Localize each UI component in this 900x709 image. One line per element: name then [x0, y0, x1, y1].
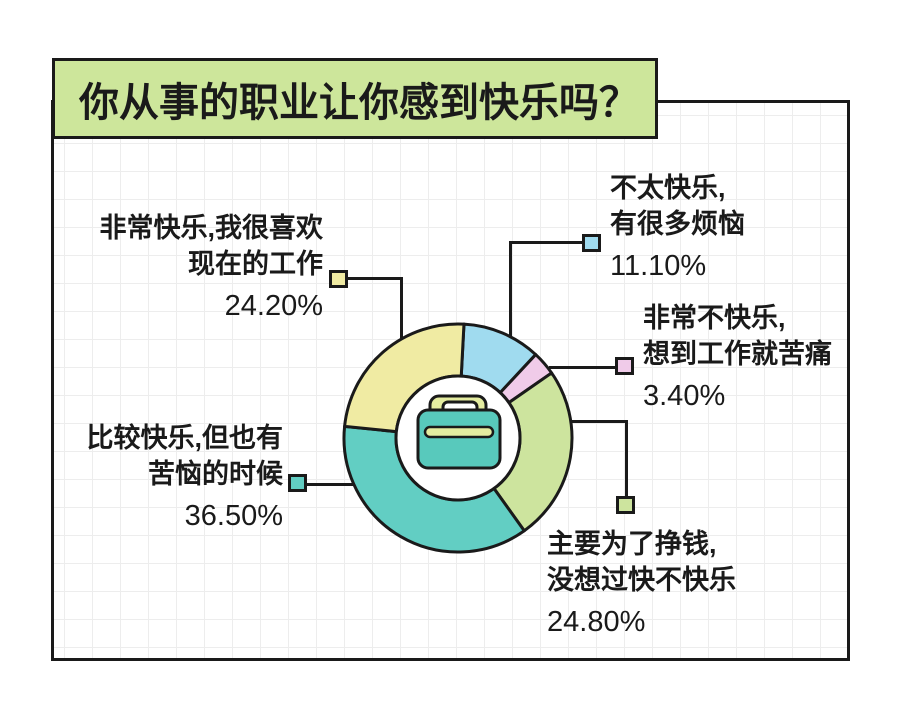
title-box: 你从事的职业让你感到快乐吗？ [52, 58, 658, 139]
donut-chart [342, 322, 574, 554]
leader-line-for-money [572, 420, 628, 423]
callout-marker-not-happy [582, 234, 601, 252]
callout-for-money: 主要为了挣钱, 没想过快不快乐 24.80% [547, 526, 736, 640]
briefcase-icon [416, 394, 502, 470]
callout-percent: 24.80% [547, 606, 646, 638]
callout-percent: 3.40% [643, 380, 726, 412]
callout-label: 不太快乐, [610, 173, 726, 203]
callout-percent: 11.10% [610, 250, 707, 282]
leader-line-not-happy [509, 241, 585, 244]
callout-label: 现在的工作 [188, 249, 323, 279]
callout-label: 想到工作就苦痛 [643, 339, 832, 369]
leader-line-very-happy [346, 277, 403, 280]
callout-not-happy: 不太快乐, 有很多烦恼 11.10% [610, 170, 745, 284]
leader-line-for-money [625, 420, 628, 499]
callout-label: 比较快乐,但也有 [86, 423, 283, 453]
callout-very-happy: 非常快乐,我很喜欢 现在的工作 24.20% [99, 210, 323, 324]
leader-line-fairly-happy [305, 483, 355, 486]
callout-marker-fairly-happy [288, 474, 307, 492]
callout-label: 有很多烦恼 [610, 209, 745, 239]
leader-line-very-happy [400, 277, 403, 338]
callout-label: 主要为了挣钱, [547, 529, 717, 559]
callout-marker-very-happy [329, 270, 348, 288]
page-title: 你从事的职业让你感到快乐吗？ [79, 80, 639, 125]
callout-percent: 24.20% [224, 290, 323, 322]
callout-label: 没想过快不快乐 [547, 565, 736, 595]
leader-line-not-happy [509, 241, 512, 336]
callout-marker-very-unhappy [615, 357, 634, 375]
leader-line-very-unhappy [549, 366, 618, 369]
callout-very-unhappy: 非常不快乐, 想到工作就苦痛 3.40% [643, 300, 832, 414]
callout-label: 苦恼的时候 [148, 459, 283, 489]
callout-fairly-happy: 比较快乐,但也有 苦恼的时候 36.50% [86, 420, 283, 534]
callout-label: 非常不快乐, [643, 303, 786, 333]
callout-percent: 36.50% [184, 500, 283, 532]
callout-marker-for-money [616, 496, 635, 514]
callout-label: 非常快乐,我很喜欢 [99, 213, 323, 243]
